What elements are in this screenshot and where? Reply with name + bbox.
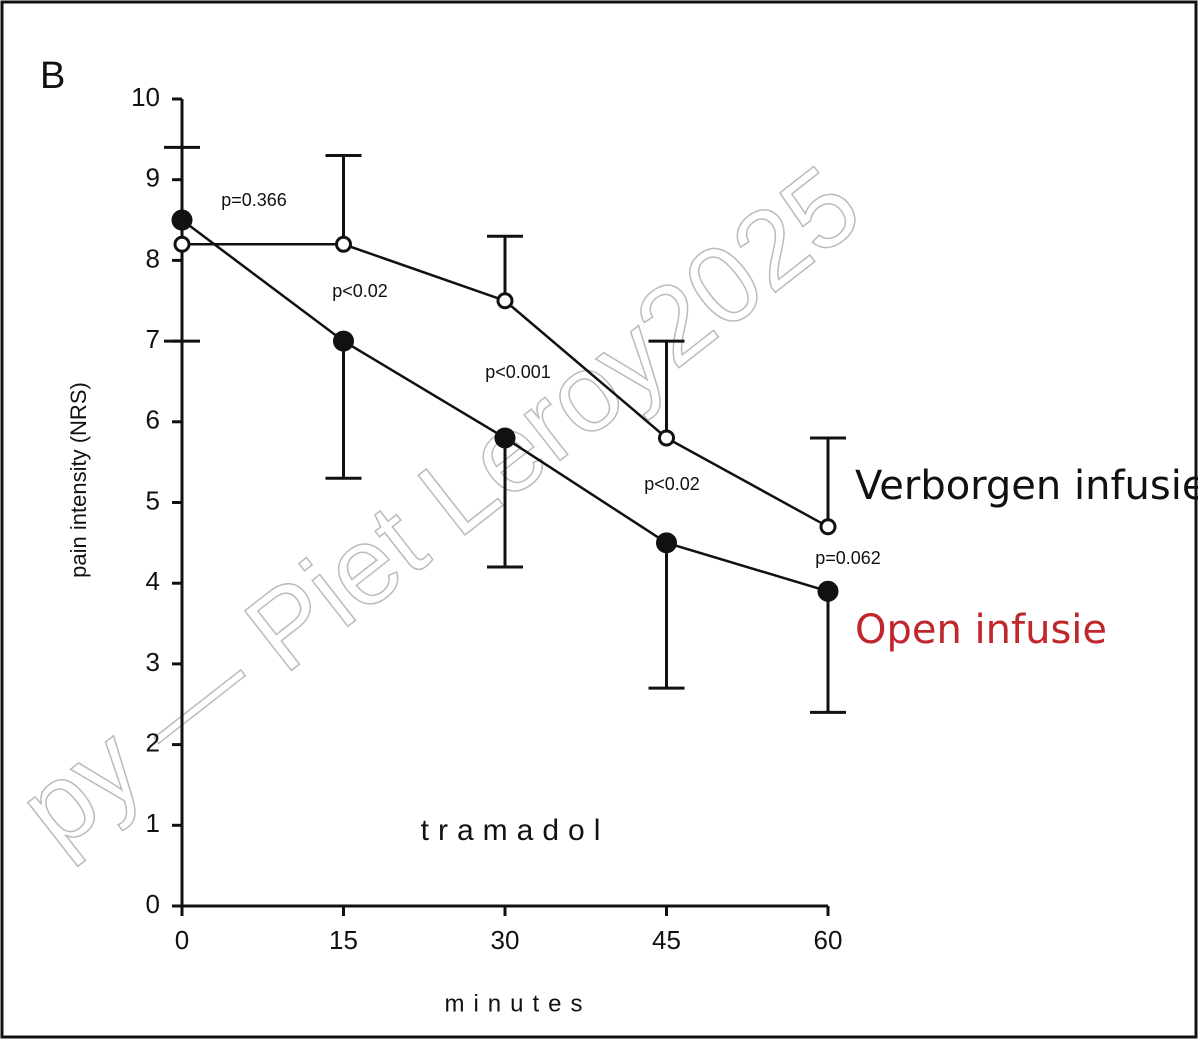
x-tick-label: 45	[652, 925, 681, 955]
x-tick-label: 30	[491, 925, 520, 955]
y-tick-label: 0	[146, 889, 160, 919]
data-point	[817, 580, 839, 602]
y-tick-label: 7	[146, 324, 160, 354]
y-tick-label: 2	[146, 727, 160, 757]
y-tick-label: 10	[131, 82, 160, 112]
annotation: p<0.02	[644, 474, 700, 494]
legend-label: Verborgen infusie	[855, 463, 1198, 509]
y-tick-label: 5	[146, 485, 160, 515]
y-tick-label: 6	[146, 405, 160, 435]
chart-title: tramadol	[421, 814, 610, 847]
y-tick-label: 8	[146, 243, 160, 273]
y-tick-label: 1	[146, 808, 160, 838]
data-point	[335, 235, 352, 253]
annotation: p=0.062	[815, 548, 881, 568]
watermark: py — Piet Leroy2025	[0, 142, 882, 871]
data-point	[658, 429, 675, 447]
x-tick-label: 60	[814, 925, 843, 955]
legend-label: Open infusie	[855, 607, 1107, 653]
x-tick-label: 15	[329, 925, 358, 955]
y-tick-label: 3	[146, 647, 160, 677]
data-point	[819, 518, 837, 536]
y-tick-label: 4	[146, 566, 160, 596]
annotation: p<0.02	[332, 281, 388, 301]
data-point	[171, 209, 193, 231]
data-point	[333, 330, 354, 352]
panel-label: B	[40, 55, 65, 97]
data-point	[173, 235, 191, 253]
data-point	[496, 292, 514, 310]
y-axis-label: pain intensity (NRS)	[66, 382, 91, 578]
x-tick-label: 0	[175, 925, 189, 955]
annotation: p=0.366	[221, 190, 287, 210]
y-tick-label: 9	[146, 163, 160, 193]
data-point	[656, 532, 677, 554]
data-point	[494, 427, 516, 449]
annotation: p<0.001	[485, 362, 551, 382]
x-axis-label: minutes	[444, 990, 591, 1017]
